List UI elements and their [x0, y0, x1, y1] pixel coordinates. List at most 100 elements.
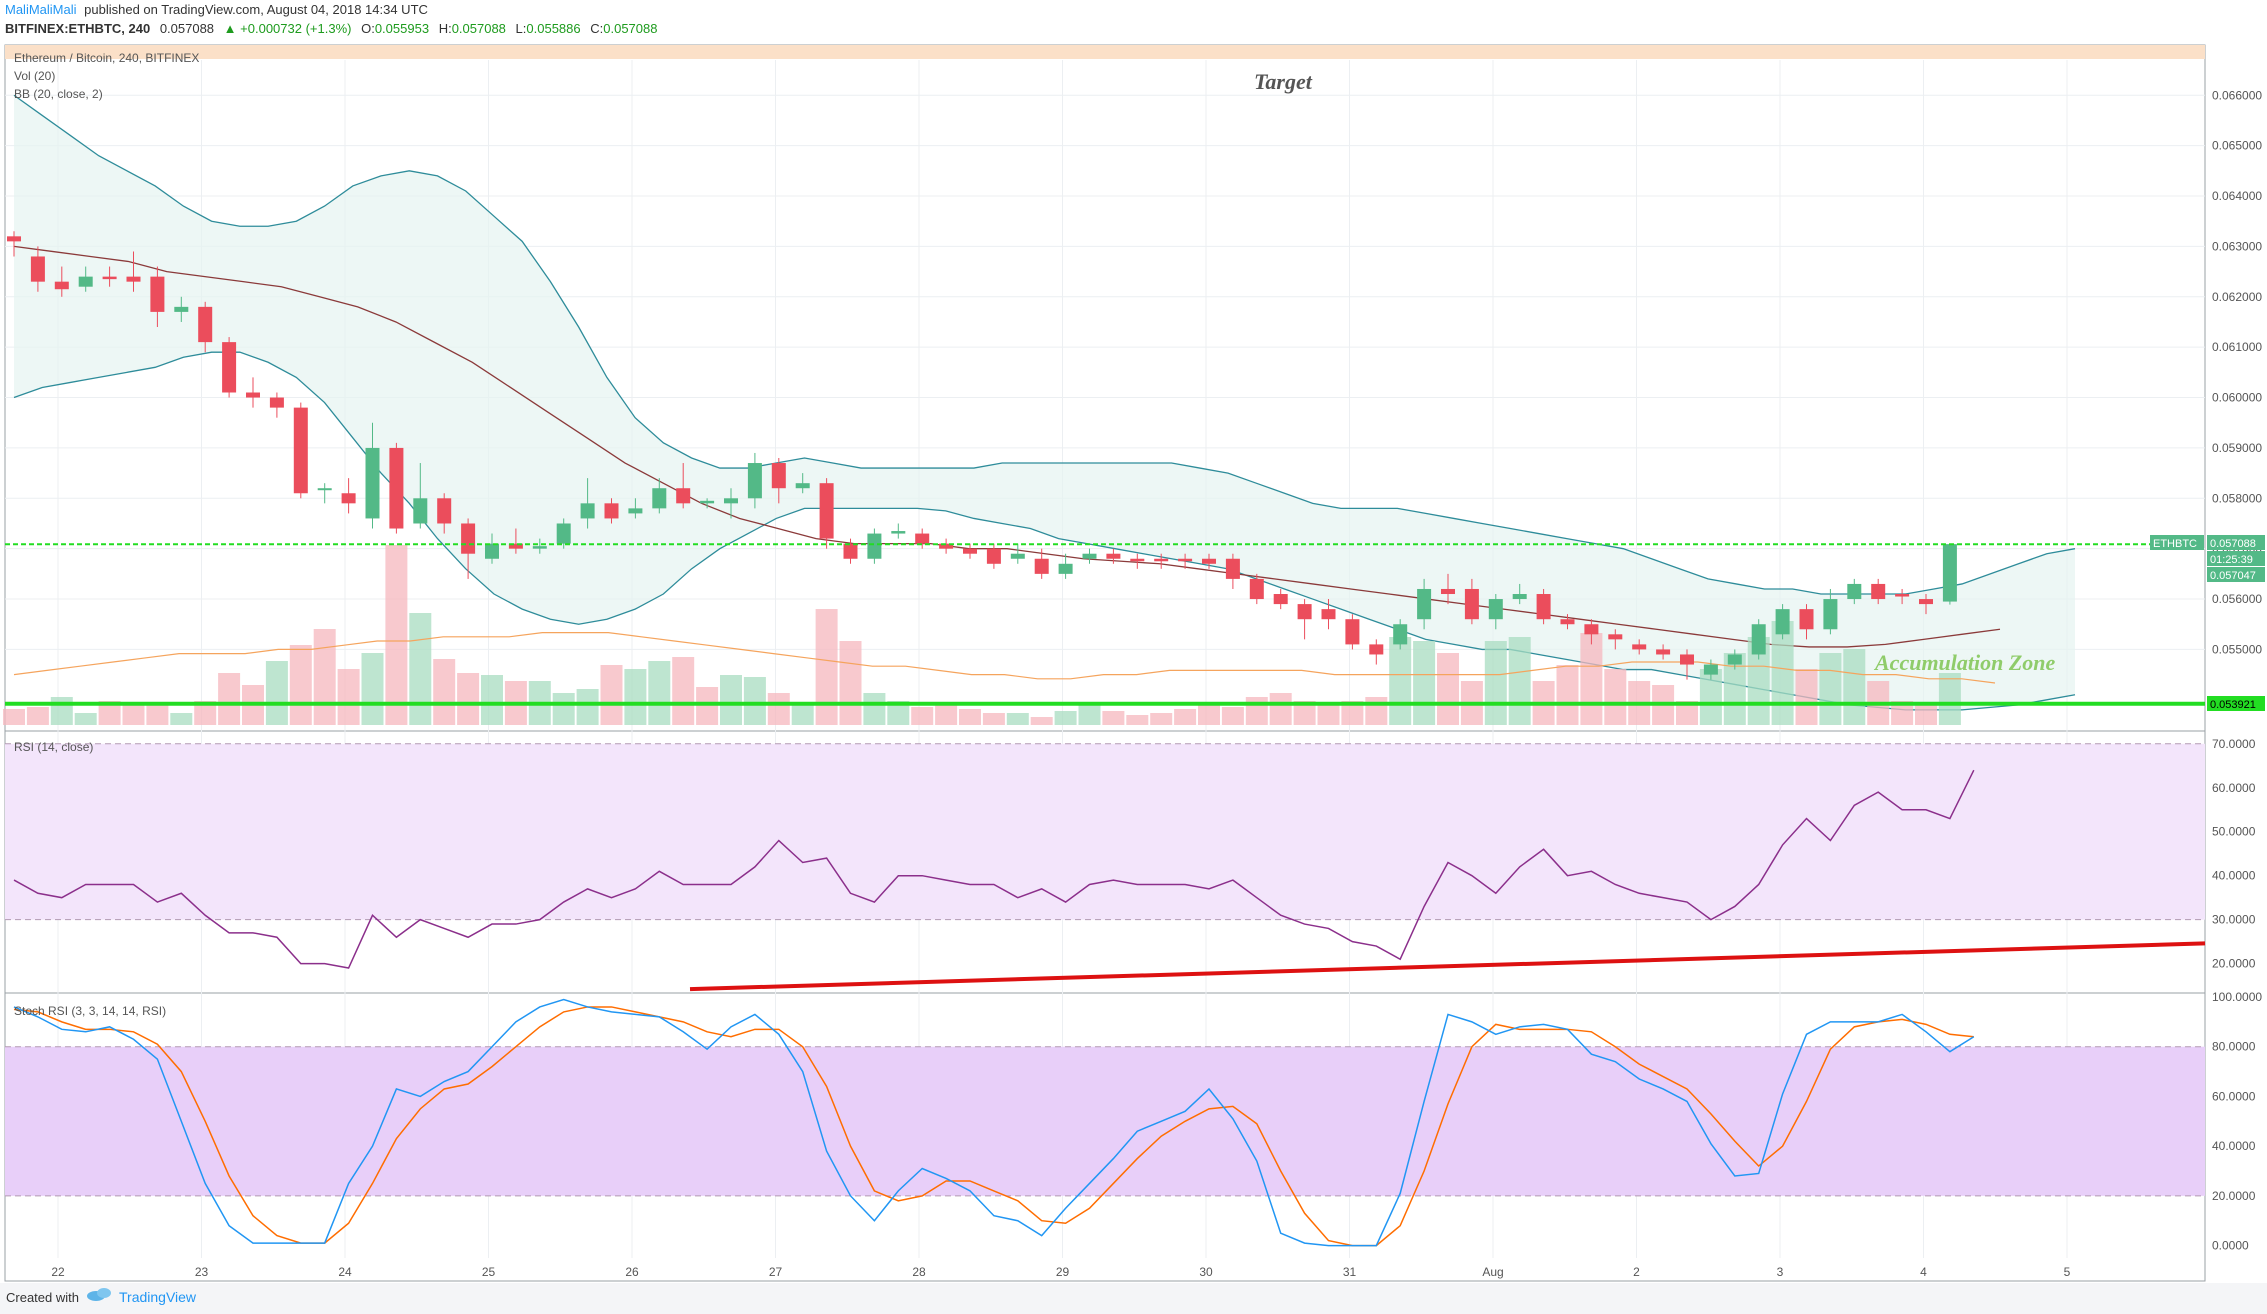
candle-body	[269, 397, 284, 408]
bb-fill	[14, 95, 2075, 710]
volume-bar	[289, 645, 312, 725]
candle-body	[700, 500, 715, 504]
volume-bar	[122, 705, 145, 725]
price-tick-label: 0.060000	[2212, 391, 2262, 405]
candle-body	[150, 276, 165, 312]
volume-bar	[863, 693, 886, 725]
volume-bar	[1604, 669, 1627, 725]
volume-bar	[1365, 697, 1388, 725]
volume-bar	[552, 693, 575, 725]
candle-body	[819, 483, 834, 539]
candle-body	[1393, 624, 1408, 645]
volume-bar	[1771, 621, 1794, 725]
candle-body	[1106, 553, 1121, 559]
volume-bar	[146, 703, 169, 725]
volume-bar	[1556, 665, 1579, 725]
volume-indicator-label: Vol (20)	[14, 69, 55, 83]
volume-bar	[98, 701, 121, 725]
stoch-tick-label: 0.0000	[2212, 1239, 2249, 1253]
candle-body	[1608, 634, 1623, 640]
candle-body	[30, 256, 45, 282]
candle-body	[341, 493, 356, 504]
tradingview-logo-icon	[87, 1288, 111, 1301]
candle-body	[1034, 558, 1049, 574]
candle-body	[1154, 558, 1169, 562]
volume-bar	[385, 545, 408, 725]
volume-bar	[743, 677, 766, 725]
candle-body	[939, 543, 954, 549]
basis-price-tag-label: 0.057047	[2210, 570, 2256, 582]
candle-body	[843, 543, 858, 559]
volume-bar	[1150, 713, 1173, 725]
volume-bar	[26, 707, 49, 725]
stoch-tick-label: 60.0000	[2212, 1089, 2256, 1103]
volume-bar	[170, 713, 193, 725]
rsi-tick-label: 70.0000	[2212, 737, 2256, 751]
volume-bar	[767, 693, 790, 725]
time-tick-label: 25	[482, 1265, 496, 1279]
candle-body	[1751, 624, 1766, 655]
price-tick-label: 0.056000	[2212, 592, 2262, 606]
symbol-label: BITFINEX:ETHBTC, 240	[5, 21, 150, 36]
volume-bar	[433, 659, 456, 725]
volume-bar	[696, 687, 719, 725]
stoch-tick-label: 80.0000	[2212, 1040, 2256, 1054]
volume-bar	[576, 689, 599, 725]
price-tick-label: 0.066000	[2212, 88, 2262, 102]
candle-body	[54, 281, 69, 290]
candle-body	[1656, 649, 1671, 655]
candle-body	[1488, 599, 1503, 620]
candle-body	[508, 543, 523, 549]
stoch-tick-label: 40.0000	[2212, 1139, 2256, 1153]
price-tick-label: 0.062000	[2212, 290, 2262, 304]
horizontal-levels	[5, 543, 2205, 706]
target-annotation: Target	[1254, 69, 1313, 94]
time-tick-label: 31	[1343, 1265, 1357, 1279]
volume-bar	[935, 703, 958, 725]
candle-body	[102, 276, 117, 280]
tradingview-brand-link[interactable]: TradingView	[119, 1289, 197, 1305]
candle-body	[795, 483, 810, 489]
volume-bar	[911, 707, 934, 725]
header-line-1: MaliMaliMali published on TradingView.co…	[5, 2, 428, 17]
volume-bar	[720, 675, 742, 725]
volume-bar	[1269, 693, 1292, 725]
volume-bar	[3, 709, 25, 725]
volume-bar	[1174, 709, 1197, 725]
volume-bar	[887, 701, 910, 725]
candle-body	[1273, 594, 1288, 605]
volume-bar	[194, 701, 217, 725]
candle-body	[676, 488, 691, 504]
author-link[interactable]: MaliMaliMali	[5, 2, 77, 17]
low-value: 0.055886	[526, 21, 580, 36]
volume-bar	[1054, 711, 1077, 725]
candle-body	[485, 543, 499, 559]
volume-bar	[1413, 641, 1436, 725]
candle-body	[1536, 594, 1551, 620]
candle-body	[1464, 588, 1479, 620]
rsi-trendline	[689, 941, 2206, 992]
volume-bar	[1126, 715, 1149, 725]
candle-body	[1345, 619, 1360, 645]
volume-bar	[959, 709, 981, 725]
stoch-pane-title: Stoch RSI (3, 3, 14, 14, RSI)	[14, 1004, 166, 1018]
candle-body	[604, 503, 619, 519]
candles	[7, 231, 1957, 680]
axes: 0.0550000.0560000.0570000.0580000.059000…	[51, 88, 2262, 1279]
candle-body	[1799, 609, 1814, 630]
volume-bar	[1723, 653, 1746, 725]
candle-body	[915, 533, 930, 544]
volume-bar	[337, 669, 360, 725]
time-tick-label: 3	[1777, 1265, 1784, 1279]
volume-bar	[1437, 653, 1459, 725]
last-price-tag-label: 0.057088	[2210, 538, 2256, 550]
volume-bar	[1580, 633, 1603, 725]
symbol-price-tag	[2150, 535, 2204, 550]
volume-bar	[1938, 673, 1961, 725]
stoch-d-line	[13, 1006, 1974, 1247]
volume-bar	[1030, 717, 1053, 725]
stoch-k-line	[13, 998, 1975, 1247]
volume-bar	[1078, 705, 1101, 725]
candle-body	[771, 463, 786, 489]
volume-bar	[1317, 705, 1340, 725]
